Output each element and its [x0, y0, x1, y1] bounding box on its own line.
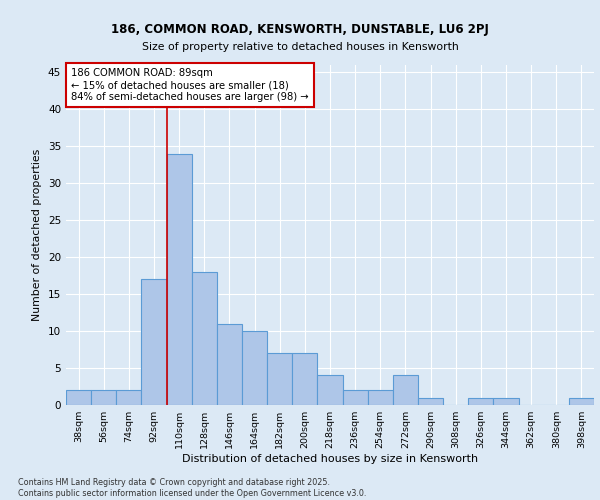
Bar [343, 390, 368, 405]
Bar [292, 354, 317, 405]
Bar [569, 398, 594, 405]
Bar [242, 331, 267, 405]
Text: 186, COMMON ROAD, KENSWORTH, DUNSTABLE, LU6 2PJ: 186, COMMON ROAD, KENSWORTH, DUNSTABLE, … [111, 22, 489, 36]
Bar [468, 398, 493, 405]
Bar [317, 376, 343, 405]
Bar [418, 398, 443, 405]
Bar [493, 398, 518, 405]
Bar [192, 272, 217, 405]
Bar [167, 154, 192, 405]
Y-axis label: Number of detached properties: Number of detached properties [32, 149, 43, 321]
X-axis label: Distribution of detached houses by size in Kensworth: Distribution of detached houses by size … [182, 454, 478, 464]
Bar [91, 390, 116, 405]
Text: 186 COMMON ROAD: 89sqm
← 15% of detached houses are smaller (18)
84% of semi-det: 186 COMMON ROAD: 89sqm ← 15% of detached… [71, 68, 309, 102]
Bar [393, 376, 418, 405]
Bar [267, 354, 292, 405]
Bar [66, 390, 91, 405]
Bar [217, 324, 242, 405]
Bar [368, 390, 393, 405]
Text: Size of property relative to detached houses in Kensworth: Size of property relative to detached ho… [142, 42, 458, 52]
Bar [142, 280, 167, 405]
Text: Contains HM Land Registry data © Crown copyright and database right 2025.
Contai: Contains HM Land Registry data © Crown c… [18, 478, 367, 498]
Bar [116, 390, 142, 405]
